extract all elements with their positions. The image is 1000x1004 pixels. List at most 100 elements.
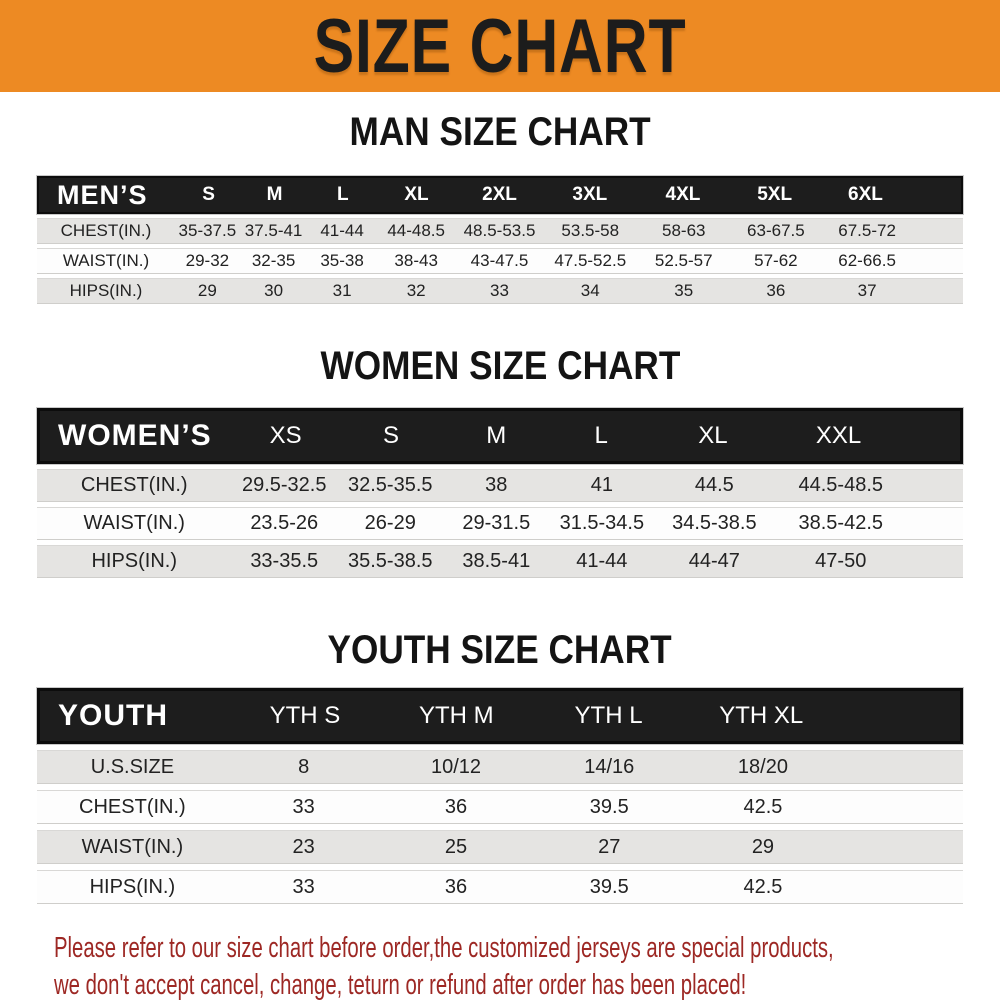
table-row: CHEST(IN.) 33 36 39.5 42.5 (37, 790, 963, 824)
row-label: HIPS(IN.) (89, 875, 176, 898)
footer-line-1: Please refer to our size chart before or… (54, 932, 834, 964)
row-label: CHEST(IN.) (79, 795, 186, 818)
table-row: WAIST(IN.) 23 25 27 29 (37, 830, 963, 864)
size-value-cell: 38.5-42.5 (798, 512, 883, 534)
size-value-cell: 29.5-32.5 (241, 474, 327, 496)
table-header-row: MEN’S S M L XL 2XL 3XL 4XL 5XL 6XL (37, 176, 963, 214)
size-value-cell: 39.5 (589, 875, 629, 898)
row-label: WAIST(IN.) (62, 251, 150, 270)
youth-size-section: YOUTH SIZE CHART YOUTH YTH S YTH M YTH L YTH… (0, 628, 1000, 904)
size-value-cell: 36 (444, 875, 468, 898)
table-corner-label: YOUTH (58, 699, 168, 732)
size-value-cell: 57-62 (754, 251, 798, 270)
column-header: YTH XL (719, 702, 804, 729)
youth-section-heading: YOUTH SIZE CHART (0, 628, 1000, 672)
youth-size-table: YOUTH YTH S YTH M YTH L YTH XL U.S.SIZE 8 10/12… (37, 688, 963, 904)
table-row: CHEST(IN.) 29.5-32.5 32.5-35.5 38 41 44.5 44.5… (37, 469, 963, 502)
size-value-cell: 33-35.5 (250, 550, 319, 572)
row-label: HIPS(IN.) (69, 281, 143, 300)
man-size-section: MAN SIZE CHART MEN’S S M L XL 2XL 3XL 4XL 5XL 6XL… (0, 110, 1000, 304)
banner: SIZE CHART (0, 0, 1000, 92)
size-value-cell: 25 (444, 835, 468, 858)
size-value-cell: 37 (857, 281, 877, 300)
row-label: CHEST(IN.) (80, 474, 188, 496)
table-row: HIPS(IN.) 29 30 31 32 33 34 35 36 37 (37, 278, 963, 304)
size-value-cell: 39.5 (589, 795, 629, 818)
size-value-cell: 63-67.5 (747, 221, 805, 240)
youth-section-heading-text: YOUTH SIZE CHART (327, 628, 673, 672)
column-header: 3XL (572, 184, 608, 205)
table-header-row: WOMEN’S XS S M L XL XXL (37, 408, 963, 464)
size-value-cell: 29-31.5 (462, 512, 531, 534)
size-value-cell: 48.5-53.5 (463, 221, 536, 240)
size-value-cell: 27 (598, 835, 621, 858)
size-value-cell: 58-63 (662, 221, 706, 240)
size-value-cell: 29 (751, 835, 775, 858)
size-value-cell: 35.5-38.5 (348, 550, 433, 572)
table-corner-label: MEN’S (57, 179, 148, 210)
column-header: S (202, 184, 215, 205)
column-header: L (336, 184, 349, 205)
column-header: XL (698, 422, 728, 449)
man-section-heading-text: MAN SIZE CHART (349, 110, 651, 154)
size-value-cell: 52.5-57 (654, 251, 713, 270)
size-value-cell: 44.5 (694, 474, 734, 496)
table-row: WAIST(IN.) 29-32 32-35 35-38 38-43 43-47.5 47.… (37, 248, 963, 274)
column-header: XL (404, 184, 429, 205)
column-header: XXL (815, 422, 862, 449)
size-value-cell: 33 (490, 281, 509, 300)
size-value-cell: 47.5-52.5 (554, 251, 627, 270)
size-value-cell: 35-37.5 (178, 221, 237, 240)
size-value-cell: 29 (197, 281, 217, 300)
column-header: 2XL (482, 184, 517, 205)
size-value-cell: 36 (444, 795, 468, 818)
size-value-cell: 37.5-41 (244, 221, 303, 240)
table-row: HIPS(IN.) 33 36 39.5 42.5 (37, 870, 963, 904)
size-value-cell: 38.5-41 (462, 550, 531, 572)
size-value-cell: 32-35 (251, 251, 296, 270)
size-value-cell: 44.5-48.5 (798, 474, 883, 496)
size-value-cell: 30 (264, 281, 284, 300)
size-value-cell: 33 (292, 875, 315, 898)
footer-line-2: we don't accept cancel, change, teturn o… (54, 969, 747, 1001)
size-value-cell: 44-47 (688, 550, 740, 572)
size-value-cell: 38 (485, 474, 508, 496)
size-value-cell: 41-44 (576, 550, 628, 572)
table-row: CHEST(IN.) 35-37.5 37.5-41 41-44 44-48.5 48.5… (37, 218, 963, 244)
size-value-cell: 29-32 (185, 251, 230, 270)
column-header: YTH L (574, 702, 643, 729)
size-value-cell: 23.5-26 (250, 512, 319, 534)
row-label: WAIST(IN.) (83, 512, 185, 534)
size-value-cell: 18/20 (737, 755, 788, 778)
table-row: HIPS(IN.) 33-35.5 35.5-38.5 38.5-41 41-44 44-… (37, 545, 963, 578)
size-value-cell: 43-47.5 (470, 251, 529, 270)
column-header: S (382, 422, 399, 449)
table-row: WAIST(IN.) 23.5-26 26-29 29-31.5 31.5-34.5 34… (37, 507, 963, 540)
size-value-cell: 33 (292, 795, 315, 818)
column-header: XS (269, 422, 302, 449)
women-size-section: WOMEN SIZE CHART WOMEN’S XS S M L XL XXL CHEST(… (0, 344, 1000, 578)
size-value-cell: 47-50 (815, 550, 867, 572)
women-section-heading-text: WOMEN SIZE CHART (320, 344, 680, 388)
size-value-cell: 42.5 (743, 795, 783, 818)
column-header: 4XL (665, 184, 701, 205)
column-header: L (594, 422, 608, 449)
row-label: U.S.SIZE (90, 755, 175, 778)
size-value-cell: 23 (292, 835, 315, 858)
table-header-row: YOUTH YTH S YTH M YTH L YTH XL (37, 688, 963, 744)
women-section-heading: WOMEN SIZE CHART (0, 344, 1000, 388)
size-value-cell: 8 (298, 755, 310, 778)
row-label: WAIST(IN.) (81, 835, 184, 858)
size-value-cell: 38-43 (394, 251, 438, 270)
row-label: CHEST(IN.) (60, 221, 152, 240)
banner-title: SIZE CHART (313, 3, 687, 89)
man-section-heading: MAN SIZE CHART (0, 110, 1000, 154)
column-header: M (266, 184, 283, 205)
table-corner-label: WOMEN’S (58, 419, 212, 452)
column-header: M (486, 422, 507, 449)
column-header: YTH M (418, 702, 494, 729)
footer-note: Please refer to our size chart before or… (0, 930, 1000, 1004)
size-value-cell: 42.5 (743, 875, 783, 898)
men-size-table: MEN’S S M L XL 2XL 3XL 4XL 5XL 6XL CHEST(IN.) 35-37… (37, 176, 963, 304)
